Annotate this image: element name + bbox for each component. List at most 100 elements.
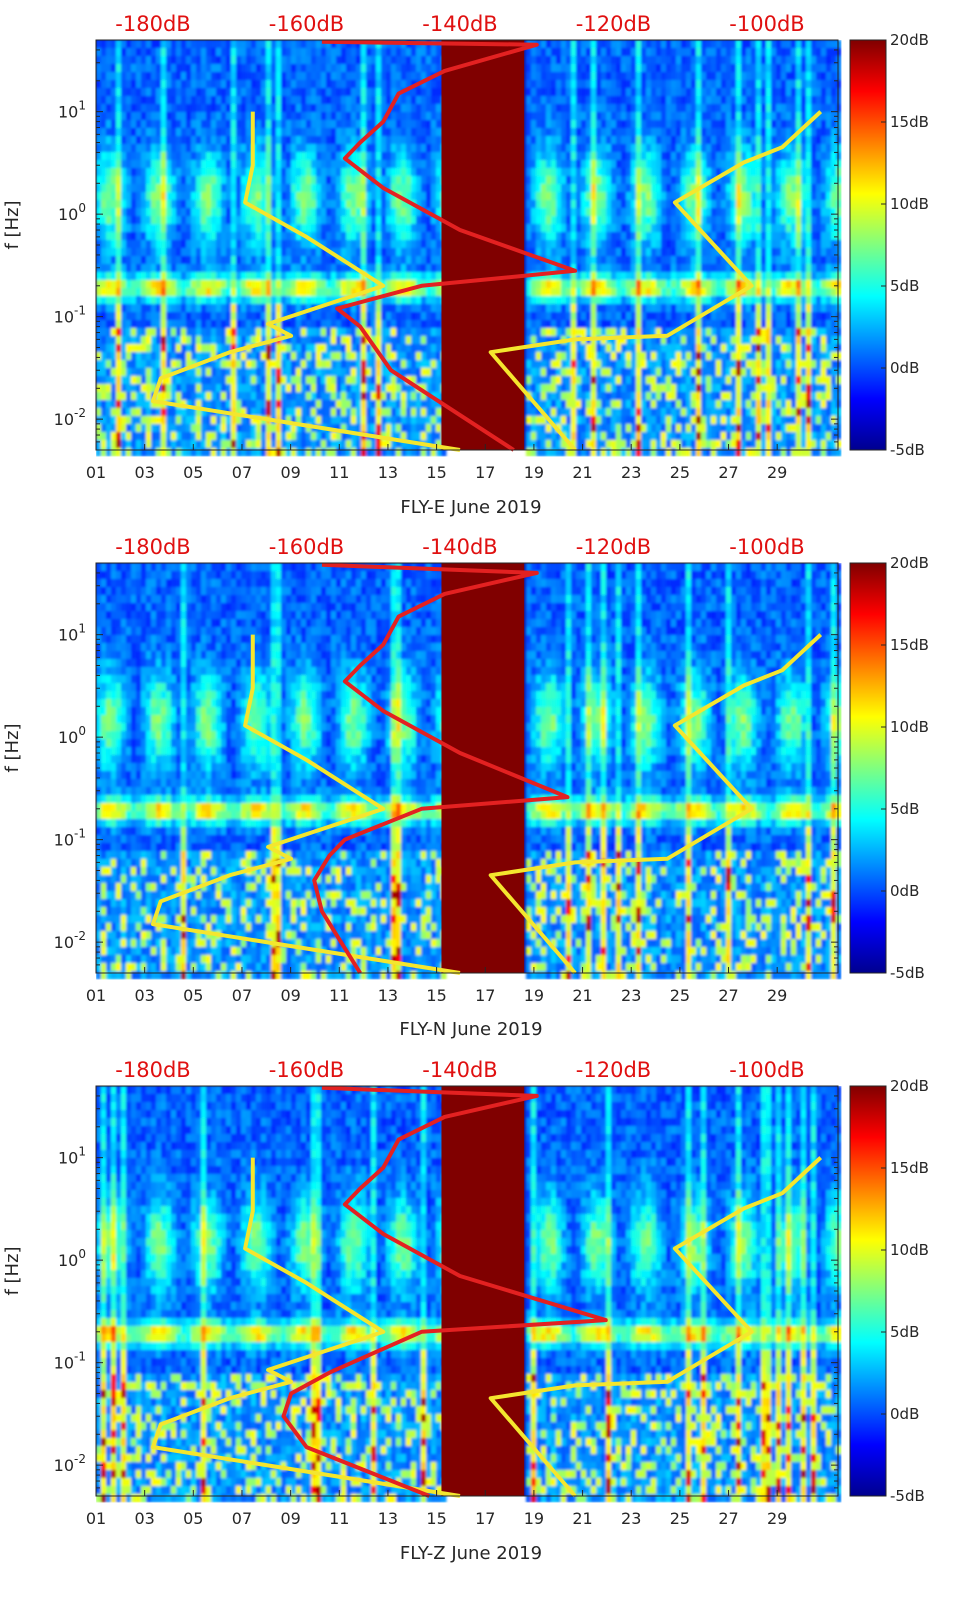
- heatmap-cell: [226, 136, 232, 145]
- heatmap-cell: [241, 432, 247, 441]
- heatmap-cell: [416, 240, 422, 249]
- heatmap-cell: [126, 80, 132, 89]
- heatmap-cell: [106, 416, 112, 425]
- heatmap-cell: [241, 312, 247, 321]
- heatmap-cell: [196, 352, 202, 361]
- heatmap-cell: [561, 248, 567, 257]
- heatmap-cell: [281, 432, 287, 441]
- heatmap-cell: [186, 272, 192, 281]
- heatmap-cell: [321, 80, 327, 89]
- heatmap-cell: [651, 160, 657, 169]
- heatmap-cell: [406, 336, 412, 345]
- heatmap-cell: [266, 296, 272, 305]
- heatmap-cell: [161, 144, 167, 153]
- heatmap-cell: [241, 168, 247, 177]
- heatmap-cell: [156, 56, 162, 65]
- heatmap-cell: [381, 408, 387, 417]
- heatmap-cell: [346, 104, 352, 113]
- heatmap-cell: [356, 128, 362, 137]
- heatmap-cell: [626, 208, 632, 217]
- heatmap-cell: [626, 88, 632, 97]
- heatmap-cell: [386, 392, 392, 401]
- heatmap-cell: [141, 360, 147, 369]
- heatmap-cell: [131, 96, 137, 105]
- heatmap-cell: [111, 224, 117, 233]
- heatmap-cell: [191, 152, 197, 161]
- heatmap-cell: [161, 152, 167, 161]
- heatmap-cell: [326, 264, 332, 273]
- heatmap-cell: [311, 432, 317, 441]
- heatmap-cell: [206, 200, 212, 209]
- heatmap-cell: [351, 400, 357, 409]
- heatmap-cell: [531, 328, 537, 337]
- heatmap-cell: [286, 168, 292, 177]
- heatmap-cell: [221, 56, 227, 65]
- heatmap-cell: [301, 272, 307, 281]
- heatmap-cell: [206, 320, 212, 329]
- heatmap-cell: [96, 432, 102, 441]
- heatmap-cell: [186, 200, 192, 209]
- heatmap-cell: [571, 72, 577, 81]
- heatmap-cell: [171, 360, 177, 369]
- heatmap-cell: [236, 200, 242, 209]
- heatmap-cell: [621, 80, 627, 89]
- heatmap-cell: [316, 152, 322, 161]
- heatmap-cell: [406, 344, 412, 353]
- heatmap-cell: [166, 264, 172, 273]
- heatmap-cell: [546, 432, 552, 441]
- heatmap-cell: [306, 328, 312, 337]
- heatmap-cell: [391, 176, 397, 185]
- heatmap-cell: [146, 184, 152, 193]
- heatmap-cell: [216, 112, 222, 121]
- heatmap-cell: [291, 400, 297, 409]
- heatmap-cell: [166, 392, 172, 401]
- heatmap-cell: [556, 400, 562, 409]
- heatmap-cell: [146, 152, 152, 161]
- heatmap-cell: [396, 152, 402, 161]
- heatmap-cell: [396, 200, 402, 209]
- heatmap-cell: [546, 168, 552, 177]
- heatmap-cell: [111, 448, 117, 457]
- heatmap-cell: [146, 80, 152, 89]
- heatmap-cell: [646, 368, 652, 377]
- heatmap-cell: [536, 240, 542, 249]
- heatmap-cell: [221, 240, 227, 249]
- heatmap-cell: [611, 96, 617, 105]
- heatmap-cell: [626, 200, 632, 209]
- heatmap-cell: [276, 440, 282, 449]
- heatmap-cell: [546, 200, 552, 209]
- heatmap-cell: [131, 368, 137, 377]
- heatmap-cell: [611, 424, 617, 433]
- heatmap-cell: [586, 448, 592, 457]
- heatmap-cell: [146, 216, 152, 225]
- heatmap-cell: [391, 160, 397, 169]
- heatmap-cell: [231, 360, 237, 369]
- heatmap-cell: [211, 280, 217, 289]
- heatmap-cell: [341, 328, 347, 337]
- heatmap-cell: [351, 80, 357, 89]
- heatmap-cell: [236, 88, 242, 97]
- heatmap-cell: [626, 312, 632, 321]
- heatmap-cell: [166, 320, 172, 329]
- heatmap-cell: [191, 160, 197, 169]
- heatmap-cell: [101, 360, 107, 369]
- heatmap-cell: [301, 280, 307, 289]
- heatmap-cell: [641, 264, 647, 273]
- heatmap-cell: [176, 232, 182, 241]
- heatmap-cell: [341, 416, 347, 425]
- heatmap-cell: [171, 168, 177, 177]
- heatmap-cell: [136, 304, 142, 313]
- heatmap-cell: [356, 192, 362, 201]
- heatmap-cell: [531, 296, 537, 305]
- heatmap-cell: [591, 72, 597, 81]
- heatmap-cell: [251, 304, 257, 313]
- heatmap-cell: [601, 128, 607, 137]
- heatmap-cell: [276, 152, 282, 161]
- heatmap-cell: [236, 208, 242, 217]
- heatmap-cell: [216, 256, 222, 265]
- heatmap-cell: [276, 296, 282, 305]
- heatmap-cell: [626, 272, 632, 281]
- heatmap-cell: [176, 192, 182, 201]
- heatmap-cell: [181, 352, 187, 361]
- heatmap-cell: [311, 320, 317, 329]
